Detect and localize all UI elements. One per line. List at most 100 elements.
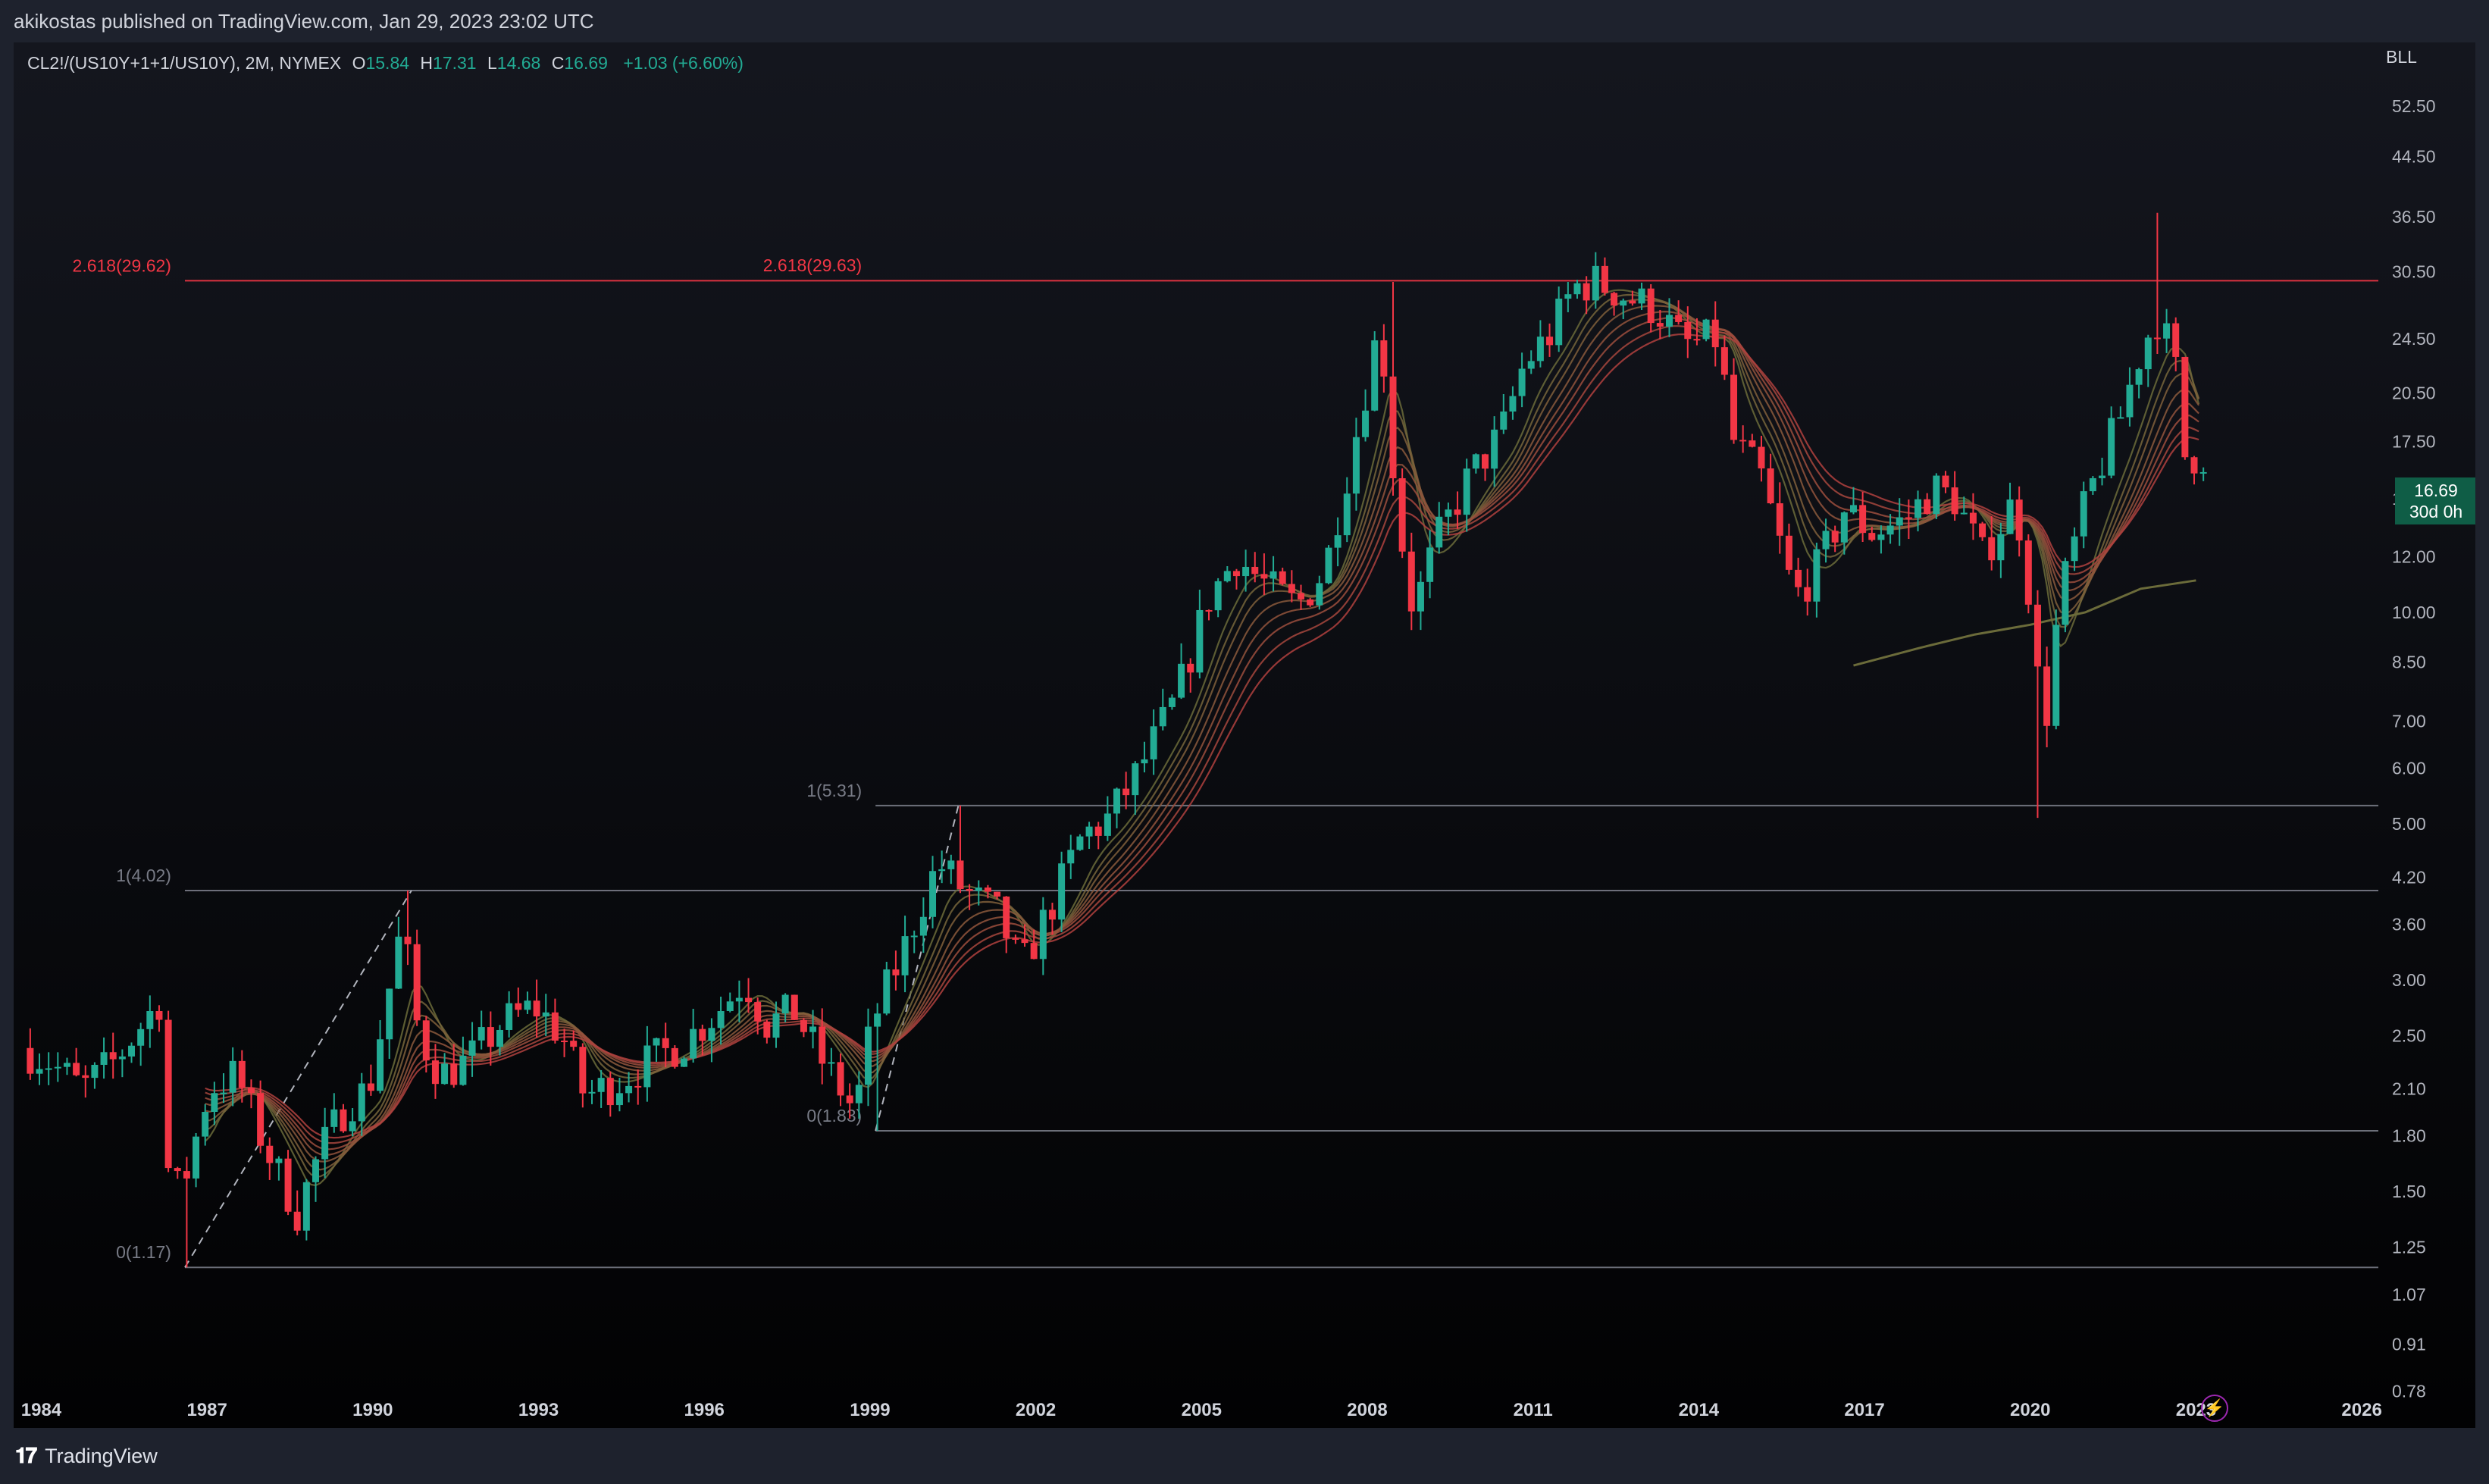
candle-body (1343, 493, 1351, 536)
chart-panel[interactable]: 2.618(29.62) 2.618(29.63) 1(4.02) 0(1.17) 1(… (14, 42, 2475, 1428)
candle-body (183, 1171, 190, 1179)
symbol-name[interactable]: CL2!/(US10Y+1+1/US10Y), 2M, NYMEX (27, 53, 342, 73)
candle-body (1270, 571, 1277, 579)
symbol-legend[interactable]: CL2!/(US10Y+1+1/US10Y), 2M, NYMEX O15.84… (27, 53, 744, 74)
candle-body (1840, 512, 1848, 543)
candle-body (735, 997, 743, 1002)
price-tick-label: 3.00 (2392, 970, 2426, 990)
candle-body (1942, 475, 1949, 488)
tradingview-logo[interactable]: 𝟏𝟕 TradingView (15, 1444, 158, 1467)
price-tick-label: 7.00 (2392, 712, 2426, 731)
candle-body (1988, 537, 1996, 561)
long-ma-line (1853, 579, 2196, 667)
candle-body (137, 1028, 145, 1046)
candle-body (892, 969, 900, 975)
candle-body (193, 1136, 200, 1179)
candle-body (2015, 499, 2023, 541)
fib-level-label: 2.618(29.63) (763, 255, 862, 275)
candle-body (1924, 499, 1931, 515)
candle-body (1877, 534, 1885, 540)
price-chart[interactable]: 2.618(29.62) 2.618(29.63) 1(4.02) 0(1.17) 1(… (14, 42, 2475, 1428)
candle-body (1039, 909, 1047, 960)
candle-body (1831, 531, 1839, 543)
price-tick-label: 30.50 (2392, 262, 2436, 282)
last-price-value: 16.69 (2414, 481, 2458, 500)
candle-body (606, 1078, 614, 1106)
candle-body (1435, 516, 1443, 548)
candle-body (1407, 551, 1415, 612)
candle-body (1214, 581, 1222, 611)
candle-body (1242, 566, 1250, 577)
candle-body (994, 891, 1001, 897)
candle-body (1620, 300, 1627, 306)
time-tick-label: 2008 (1347, 1400, 1387, 1420)
candle-body (45, 1068, 52, 1070)
candle-body (2117, 417, 2124, 419)
price-tick-label: 36.50 (2392, 207, 2436, 227)
candle-body (1758, 446, 1765, 469)
publish-header: akikostas published on TradingView.com, … (0, 0, 2489, 42)
candle-body (1804, 587, 1811, 602)
candle-body (1380, 340, 1388, 377)
candle-body (1776, 503, 1783, 536)
high-value: 17.31 (433, 53, 477, 73)
high-label: H (420, 53, 434, 73)
open-value: 15.84 (365, 53, 410, 73)
price-tick-label: 1.80 (2392, 1126, 2426, 1146)
candle-body (2190, 457, 2198, 474)
candle-body (1232, 571, 1240, 577)
candle-body (441, 1063, 449, 1085)
candle-body (1398, 478, 1406, 552)
fib-level-label: 0(1.17) (116, 1242, 171, 1262)
candle-body (1104, 813, 1111, 836)
candle-body (910, 935, 918, 938)
candle-body (828, 1062, 835, 1064)
candle-body (708, 1028, 715, 1041)
candle-body (966, 889, 973, 891)
candle-body (781, 994, 789, 1014)
candle-body (1389, 376, 1397, 479)
candle-body (431, 1060, 439, 1085)
candle-body (275, 1158, 283, 1163)
candle-body (54, 1066, 61, 1069)
ribbon-ma-line (204, 289, 2200, 1187)
candle-body (1601, 265, 1608, 293)
price-tick-label: 5.00 (2392, 814, 2426, 834)
candle-body (984, 888, 991, 892)
time-tick-label: 2020 (2010, 1400, 2050, 1420)
price-tick-label: 4.20 (2392, 867, 2426, 887)
candle-body (27, 1047, 34, 1074)
candle-body (754, 1002, 762, 1022)
candle-body (1933, 475, 1940, 515)
candle-body (726, 1001, 734, 1012)
price-tick-label: 1.50 (2392, 1182, 2426, 1201)
candle-body (1997, 534, 2005, 561)
bar-countdown: 30d 0h (2409, 502, 2463, 521)
time-tick-label: 1987 (186, 1400, 227, 1420)
candle-body (1868, 533, 1876, 540)
time-tick-label: 1996 (684, 1400, 725, 1420)
time-tick-label: 1990 (352, 1400, 393, 1420)
candle-body (1546, 337, 1554, 346)
candle-body (1012, 938, 1019, 940)
candle-body (1113, 788, 1121, 814)
candle-body (1611, 293, 1618, 306)
candle-body (1352, 437, 1360, 494)
candle-body (312, 1159, 320, 1182)
candle-body (1491, 429, 1498, 469)
fib-level-label: 0(1.83) (806, 1106, 862, 1126)
candle-body (1951, 487, 1958, 515)
candle-body (1472, 454, 1479, 469)
candle-body (321, 1126, 329, 1160)
candle-body (819, 1026, 826, 1064)
candle-body (662, 1038, 669, 1048)
candle-body (515, 1003, 522, 1010)
candle-body (1675, 315, 1683, 322)
candle-body (284, 1158, 292, 1212)
lightning-icon[interactable]: ⚡ (2201, 1395, 2228, 1422)
candle-body (1187, 663, 1194, 673)
time-tick-label: 2014 (1679, 1400, 1720, 1420)
price-tick-label: 1.07 (2392, 1285, 2426, 1304)
price-tick-label: 3.60 (2392, 914, 2426, 934)
candle-body (1656, 323, 1664, 327)
